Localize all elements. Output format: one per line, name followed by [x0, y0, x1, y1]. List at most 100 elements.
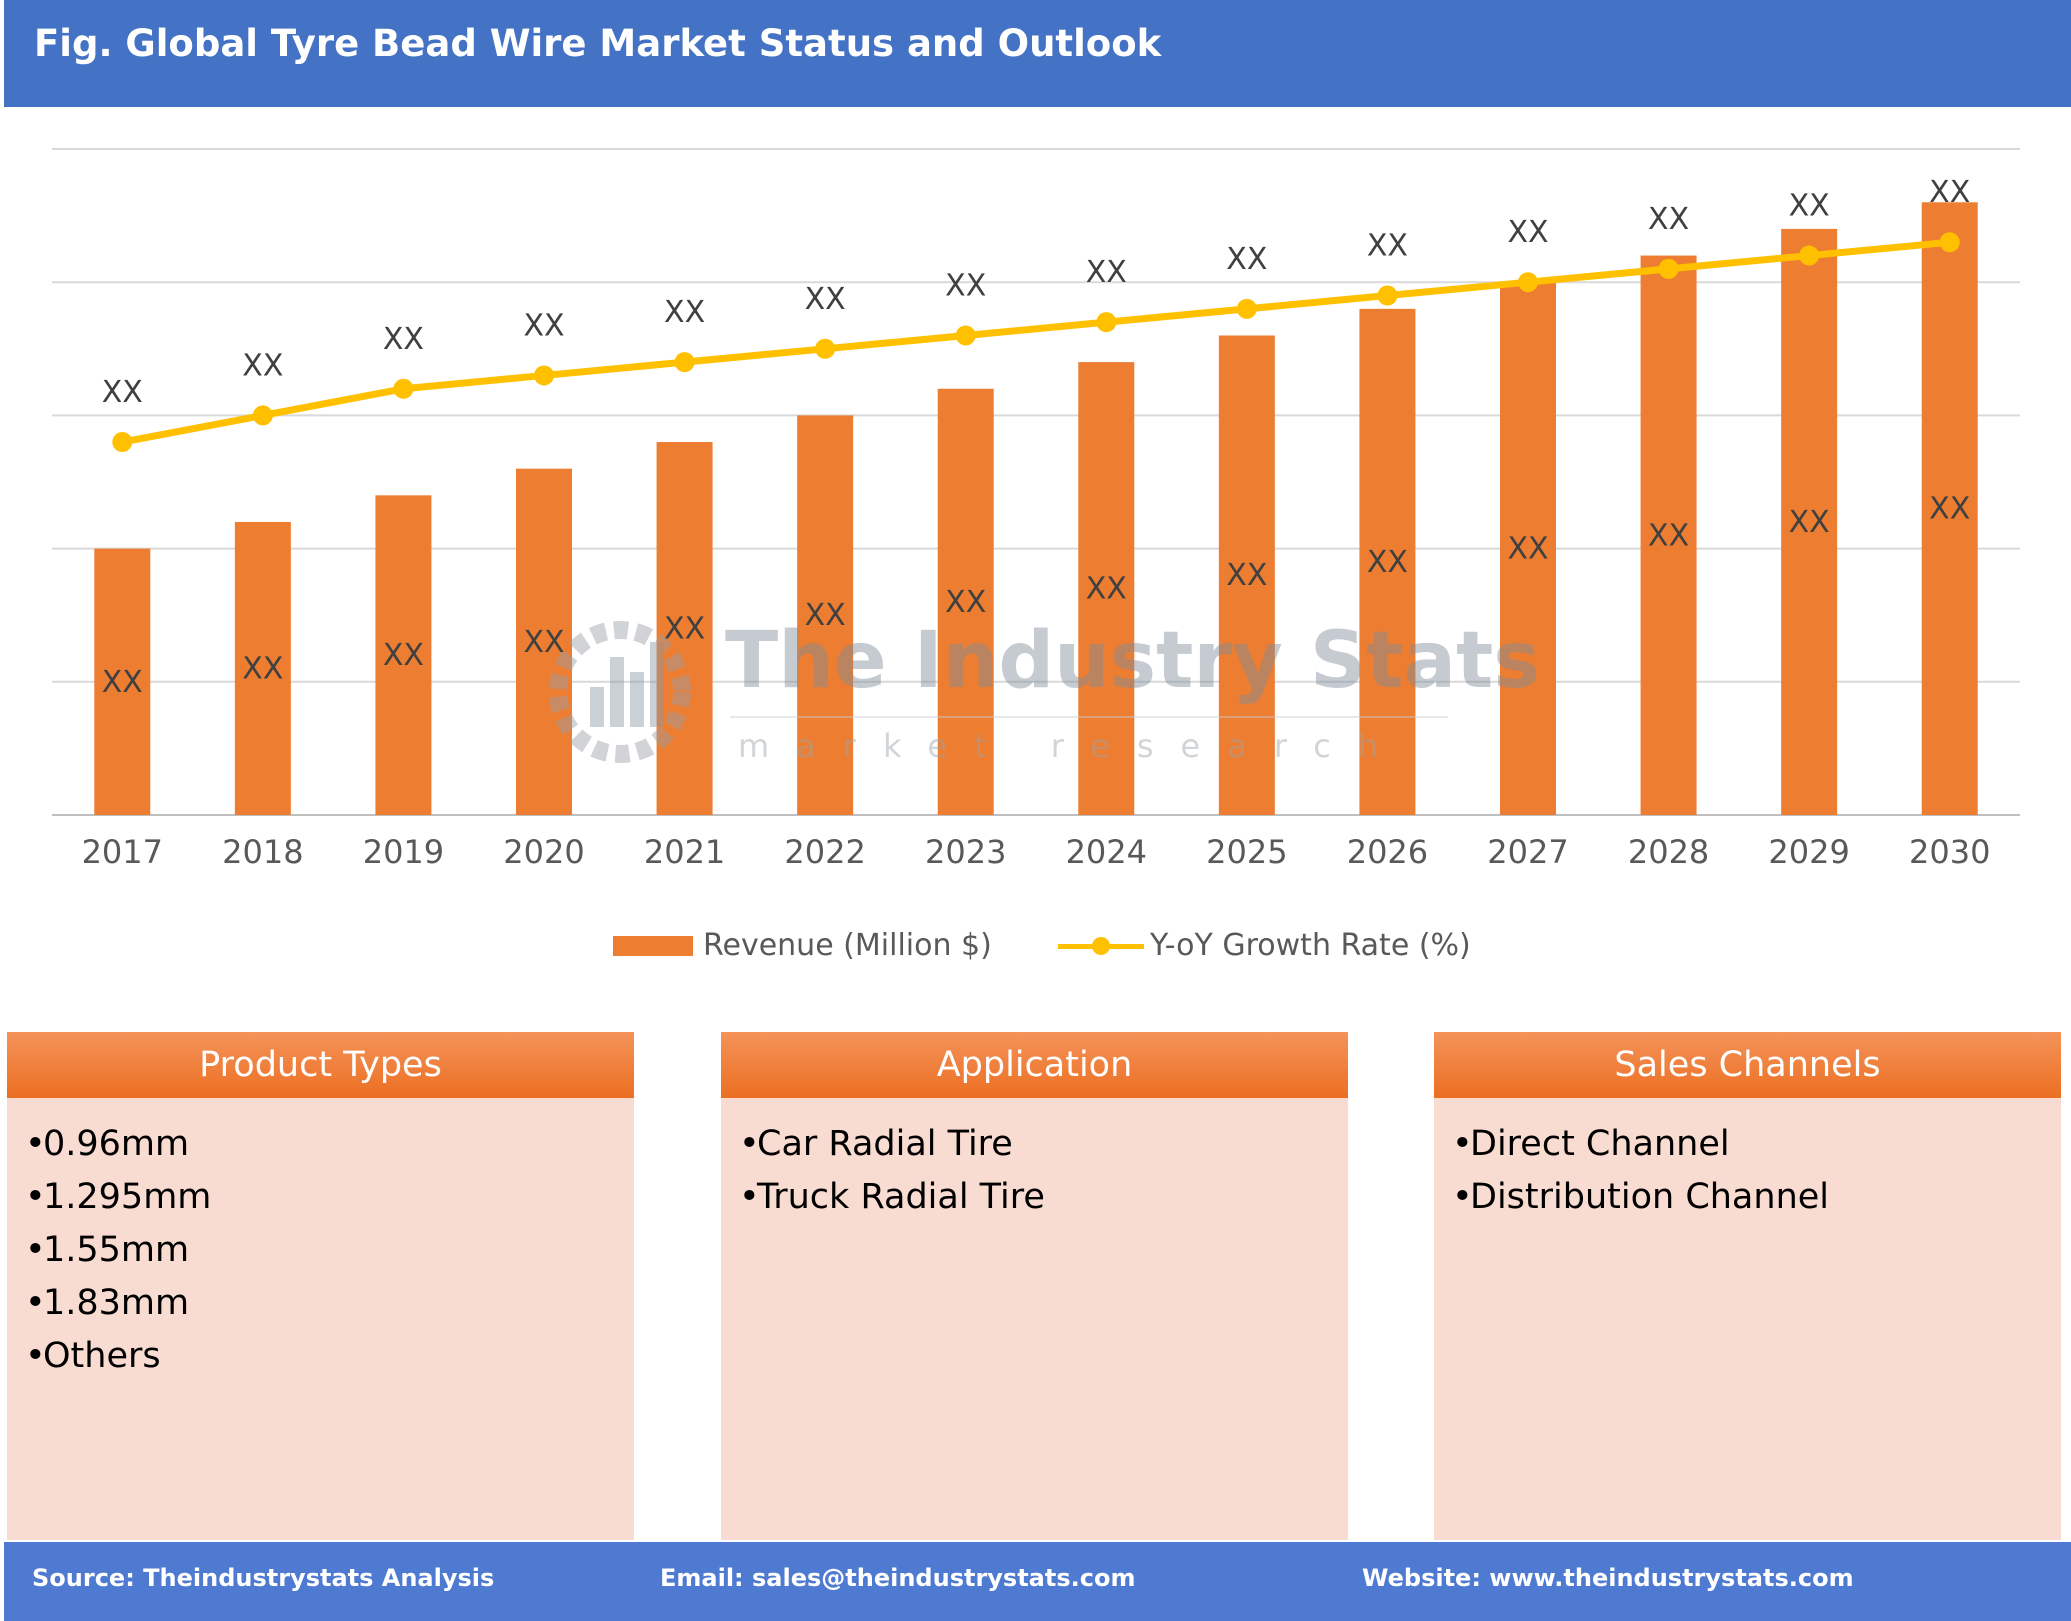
watermark-bar-icon [630, 672, 644, 727]
bullet: • [25, 1336, 46, 1376]
list-item: •Car Radial Tire [739, 1118, 1348, 1171]
legend-item-revenue: Revenue (Million $) [613, 928, 992, 963]
footer-bar: Source: Theindustrystats Analysis Email:… [4, 1542, 2071, 1621]
growth-data-label: XX [383, 322, 424, 357]
bar-revenue [94, 548, 151, 815]
watermark-tagline: market research [738, 727, 1405, 765]
growth-data-label: XX [1226, 242, 1267, 277]
growth-point [1377, 285, 1398, 306]
bar-revenue [937, 388, 994, 815]
watermark-gear-icon [549, 621, 691, 763]
growth-point [1799, 245, 1820, 266]
growth-point [1096, 312, 1117, 333]
growth-data-label: XX [805, 282, 846, 317]
x-tick-label: 2021 [644, 833, 725, 871]
growth-point [1939, 232, 1960, 253]
bar-revenue [1640, 255, 1697, 815]
growth-data-label: XX [1367, 229, 1408, 264]
legend-label-revenue: Revenue (Million $) [703, 928, 992, 963]
x-tick-label: 2027 [1487, 833, 1568, 871]
growth-data-label: XX [664, 295, 705, 330]
growth-data-label: XX [1789, 189, 1830, 224]
panel-title: Sales Channels [1434, 1032, 2061, 1098]
list-item: •1.55mm [25, 1224, 634, 1277]
bar-data-label: XX [664, 612, 705, 647]
sales-channels-panel: Sales Channels •Direct Channel •Distribu… [1434, 1032, 2061, 1540]
panel-list: •Car Radial Tire •Truck Radial Tire [721, 1098, 1348, 1224]
growth-data-label: XX [102, 375, 143, 410]
watermark-bar-icon [610, 657, 624, 727]
bullet: • [25, 1283, 46, 1323]
growth-data-label: XX [1929, 175, 1970, 210]
list-item: •Distribution Channel [1452, 1171, 2061, 1224]
title-bar: Fig. Global Tyre Bead Wire Market Status… [4, 0, 2071, 107]
growth-data-label: XX [945, 268, 986, 303]
x-tick-label: 2023 [925, 833, 1006, 871]
bar-data-label: XX [102, 665, 143, 700]
bar-data-label: XX [1789, 505, 1830, 540]
bar-data-label: XX [1929, 492, 1970, 527]
list-item: •0.96mm [25, 1118, 634, 1171]
list-item-text: Car Radial Tire [757, 1124, 1013, 1164]
bar-revenue [656, 442, 713, 815]
bar-revenue [516, 468, 572, 815]
watermark-name: The Industry Stats [725, 616, 1540, 706]
panel-title: Application [721, 1032, 1348, 1098]
bullet: • [25, 1177, 46, 1217]
list-item-text: Truck Radial Tire [757, 1177, 1045, 1217]
watermark-logo: The Industry Stats market research [549, 616, 1540, 765]
watermark-bar-icon [650, 642, 664, 727]
x-tick-label: 2028 [1628, 833, 1709, 871]
bullet: • [739, 1124, 760, 1164]
x-tick-label: 2029 [1768, 833, 1849, 871]
x-tick-label: 2024 [1066, 833, 1147, 871]
product-types-panel: Product Types •0.96mm •1.295mm •1.55mm •… [7, 1032, 634, 1540]
growth-point [393, 378, 414, 399]
page-title: Fig. Global Tyre Bead Wire Market Status… [34, 22, 1162, 65]
growth-data-label: XX [242, 348, 283, 383]
growth-data-label: XX [1648, 202, 1689, 237]
panel-title: Product Types [7, 1032, 634, 1098]
bar-data-label: XX [1507, 532, 1548, 567]
growth-point [815, 338, 836, 359]
list-item-text: Others [43, 1336, 161, 1376]
x-tick-label: 2026 [1347, 833, 1428, 871]
panel-list: •Direct Channel •Distribution Channel [1434, 1098, 2061, 1224]
legend-label-growth: Y-oY Growth Rate (%) [1150, 928, 1471, 963]
bar-data-label: XX [242, 651, 283, 686]
bullet: • [25, 1124, 46, 1164]
chart-legend: Revenue (Million $) Y-oY Growth Rate (%) [0, 928, 2071, 968]
bar-data-label: XX [805, 598, 846, 633]
list-item-text: 1.295mm [43, 1177, 212, 1217]
list-item-text: 1.83mm [43, 1283, 190, 1323]
growth-data-label: XX [1086, 255, 1127, 290]
bar-revenue [1078, 362, 1135, 815]
list-item: •1.295mm [25, 1171, 634, 1224]
list-item-text: 1.55mm [43, 1230, 190, 1270]
panel-list: •0.96mm •1.295mm •1.55mm •1.83mm •Others [7, 1098, 634, 1383]
bar-revenue [1781, 228, 1838, 816]
bar-revenue [797, 415, 854, 815]
growth-point [252, 405, 273, 426]
bar-revenue [375, 495, 432, 815]
growth-point [112, 432, 133, 453]
legend-item-growth: Y-oY Growth Rate (%) [1058, 928, 1471, 963]
growth-point [955, 325, 976, 346]
bar-data-label: XX [383, 638, 424, 673]
list-item: •Others [25, 1330, 634, 1383]
bar-revenue [1218, 335, 1275, 815]
growth-point [1518, 272, 1538, 293]
list-item: •1.83mm [25, 1277, 634, 1330]
list-item: •Truck Radial Tire [739, 1171, 1348, 1224]
x-tick-label: 2030 [1909, 833, 1990, 871]
bar-revenue [234, 521, 291, 815]
x-tick-label: 2019 [363, 833, 444, 871]
list-item-text: Direct Channel [1470, 1124, 1730, 1164]
bar-data-label: XX [523, 625, 564, 660]
legend-swatch-growth [1058, 936, 1144, 956]
bar-revenue [1359, 308, 1416, 815]
market-chart: The Industry Stats market research XX XX XX X… [52, 148, 2020, 871]
application-panel: Application •Car Radial Tire •Truck Radi… [721, 1032, 1348, 1540]
list-item: •Direct Channel [1452, 1118, 2061, 1171]
x-tick-label: 2022 [784, 833, 865, 871]
